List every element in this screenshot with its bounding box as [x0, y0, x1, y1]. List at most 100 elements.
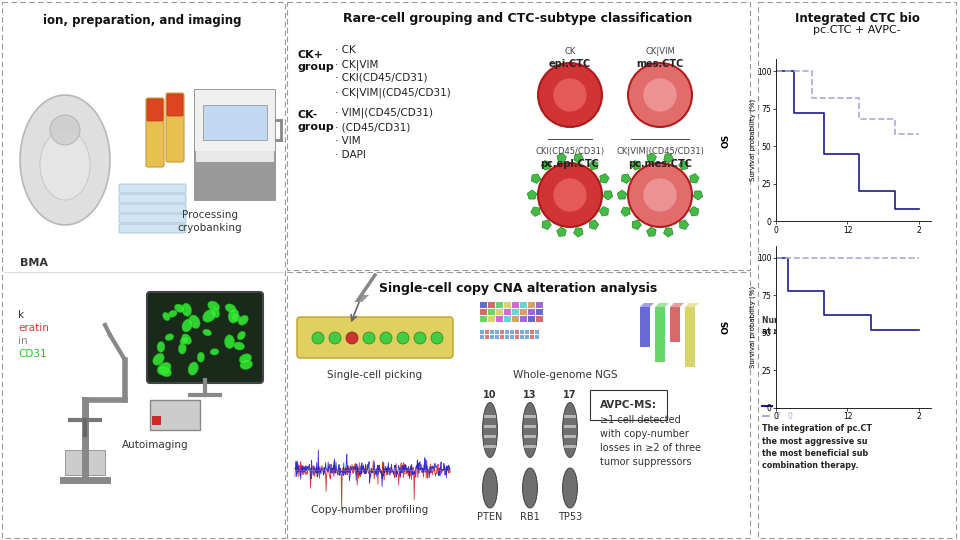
Polygon shape: [670, 307, 680, 342]
Text: Number ·: Number ·: [762, 316, 802, 325]
Ellipse shape: [180, 336, 189, 345]
Bar: [287, 272, 750, 538]
Polygon shape: [670, 303, 684, 307]
Text: 4: 4: [787, 402, 792, 411]
Circle shape: [643, 78, 677, 112]
Bar: [490, 335, 494, 339]
FancyBboxPatch shape: [147, 292, 263, 383]
Ellipse shape: [203, 329, 211, 336]
Bar: [520, 309, 527, 315]
Ellipse shape: [153, 353, 164, 365]
Ellipse shape: [237, 331, 246, 340]
Bar: [500, 335, 504, 339]
Ellipse shape: [231, 314, 241, 322]
Ellipse shape: [181, 319, 193, 332]
Bar: [564, 425, 576, 428]
Bar: [524, 435, 536, 438]
Text: · VIM: · VIM: [335, 136, 361, 146]
Bar: [480, 302, 487, 308]
Circle shape: [538, 163, 602, 227]
Bar: [152, 416, 160, 424]
Polygon shape: [655, 303, 669, 307]
Bar: [512, 309, 519, 315]
Ellipse shape: [522, 468, 538, 508]
Bar: [528, 316, 535, 322]
Text: 7: 7: [775, 412, 780, 421]
Bar: [505, 335, 509, 339]
Bar: [484, 435, 496, 438]
Bar: [504, 316, 511, 322]
Ellipse shape: [211, 307, 220, 318]
Text: CK-: CK-: [298, 110, 319, 120]
Circle shape: [538, 63, 602, 127]
Text: Integrated CTC bio: Integrated CTC bio: [795, 12, 920, 25]
Ellipse shape: [157, 362, 171, 375]
Text: 4: 4: [850, 323, 854, 332]
Text: Single-cell picking: Single-cell picking: [327, 370, 422, 380]
Text: 17: 17: [564, 390, 577, 400]
Text: CK+: CK+: [298, 50, 324, 60]
Bar: [536, 309, 543, 315]
Text: 1: 1: [850, 332, 854, 341]
Circle shape: [414, 332, 426, 344]
Bar: [504, 309, 511, 315]
Text: Rare-cell grouping and CTC-subtype classification: Rare-cell grouping and CTC-subtype class…: [344, 12, 693, 25]
Bar: [195, 90, 275, 151]
Text: Whole-genome NGS: Whole-genome NGS: [513, 370, 617, 380]
Text: Autoimaging: Autoimaging: [122, 440, 188, 450]
Ellipse shape: [228, 308, 239, 323]
Bar: [524, 445, 536, 448]
Ellipse shape: [165, 334, 174, 341]
Bar: [203, 105, 267, 140]
Circle shape: [628, 163, 692, 227]
Bar: [505, 330, 509, 334]
Text: · DAPI: · DAPI: [335, 150, 366, 160]
Bar: [564, 415, 576, 418]
Text: · CK: · CK: [335, 45, 356, 55]
Text: RB1: RB1: [520, 512, 540, 522]
Bar: [195, 90, 275, 200]
Bar: [496, 302, 503, 308]
FancyBboxPatch shape: [147, 99, 163, 121]
Text: pc.CTC + AVPC-: pc.CTC + AVPC-: [813, 25, 900, 35]
Bar: [520, 330, 524, 334]
Circle shape: [553, 78, 587, 112]
Circle shape: [312, 332, 324, 344]
Text: · (CD45/CD31): · (CD45/CD31): [335, 122, 410, 132]
Text: 13: 13: [523, 390, 537, 400]
Bar: [520, 302, 527, 308]
Ellipse shape: [225, 335, 234, 349]
Text: ≥1 cell detected
with copy-number
losses in ≥2 of three
tumor suppressors: ≥1 cell detected with copy-number losses…: [600, 415, 701, 467]
Circle shape: [553, 178, 587, 212]
Ellipse shape: [233, 342, 245, 350]
Bar: [512, 316, 519, 322]
FancyBboxPatch shape: [297, 317, 453, 358]
Ellipse shape: [168, 310, 177, 318]
Circle shape: [329, 332, 341, 344]
Text: TP53: TP53: [558, 512, 582, 522]
Text: 0: 0: [775, 402, 780, 411]
Bar: [2, 2, 285, 538]
FancyBboxPatch shape: [119, 184, 186, 193]
Bar: [530, 330, 534, 334]
Circle shape: [363, 332, 375, 344]
Text: 44: 44: [803, 332, 812, 341]
Text: eratin: eratin: [18, 323, 49, 333]
FancyBboxPatch shape: [167, 94, 183, 116]
Text: in: in: [18, 336, 28, 346]
Text: group: group: [298, 122, 335, 132]
Ellipse shape: [225, 304, 236, 313]
Text: CD31: CD31: [18, 349, 47, 359]
Text: 10: 10: [483, 390, 496, 400]
Ellipse shape: [157, 341, 165, 352]
FancyBboxPatch shape: [119, 194, 186, 203]
Ellipse shape: [20, 95, 110, 225]
Ellipse shape: [188, 362, 199, 375]
Bar: [150, 400, 200, 430]
FancyBboxPatch shape: [146, 98, 164, 167]
Text: 0: 0: [850, 314, 854, 323]
Bar: [485, 335, 489, 339]
FancyBboxPatch shape: [119, 224, 186, 233]
Bar: [495, 330, 499, 334]
Ellipse shape: [203, 309, 216, 322]
